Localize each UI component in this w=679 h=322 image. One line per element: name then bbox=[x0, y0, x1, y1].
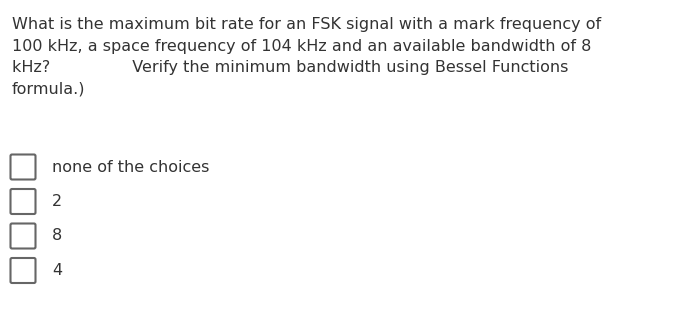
Text: kHz?                Verify the minimum bandwidth using Bessel Functions: kHz? Verify the minimum bandwidth using … bbox=[12, 60, 568, 75]
Text: 4: 4 bbox=[52, 263, 62, 278]
FancyBboxPatch shape bbox=[10, 258, 35, 283]
FancyBboxPatch shape bbox=[10, 223, 35, 249]
Text: 2: 2 bbox=[52, 194, 62, 209]
Text: 8: 8 bbox=[52, 229, 62, 243]
FancyBboxPatch shape bbox=[10, 189, 35, 214]
Text: What is the maximum bit rate for an FSK signal with a mark frequency of: What is the maximum bit rate for an FSK … bbox=[12, 17, 601, 32]
Text: 100 kHz, a space frequency of 104 kHz and an available bandwidth of 8: 100 kHz, a space frequency of 104 kHz an… bbox=[12, 39, 591, 53]
FancyBboxPatch shape bbox=[10, 155, 35, 179]
Text: none of the choices: none of the choices bbox=[52, 159, 209, 175]
Text: formula.): formula.) bbox=[12, 81, 86, 97]
